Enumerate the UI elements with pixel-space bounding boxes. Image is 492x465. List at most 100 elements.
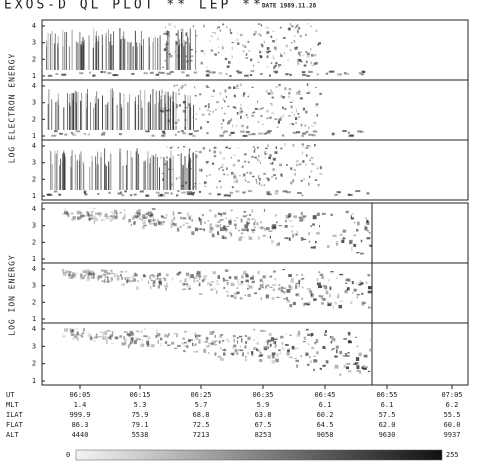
spectrogram-pixel — [292, 233, 295, 237]
spectrogram-pixel — [286, 191, 291, 194]
spectrogram-pixel — [164, 26, 166, 28]
spectrogram-pixel — [164, 163, 167, 166]
spectrogram-pixel — [253, 328, 255, 331]
spectrogram-pixel — [297, 113, 300, 115]
spectrogram-pixel — [232, 106, 236, 108]
spectrogram-pixel — [139, 89, 141, 130]
spectrogram-pixel — [356, 282, 358, 284]
spectrogram-pixel — [184, 106, 188, 109]
spectrogram-pixel — [225, 146, 228, 148]
spectrogram-pixel — [288, 274, 292, 277]
spectrogram-pixel — [230, 232, 233, 237]
spectrogram-pixel — [319, 225, 321, 228]
spectrogram-pixel — [219, 219, 224, 221]
spectrogram-pixel — [150, 274, 154, 277]
spectrogram-pixel — [105, 163, 106, 190]
spectrogram-pixel — [272, 40, 275, 43]
spectrogram-pixel — [121, 276, 124, 280]
spectrogram-pixel — [346, 366, 349, 370]
spectrogram-pixel — [105, 272, 108, 275]
spectrogram-pixel — [115, 336, 119, 340]
spectrogram-pixel — [168, 34, 171, 37]
spectrogram-pixel — [332, 234, 337, 237]
spectrogram-pixel — [298, 89, 301, 92]
spectrogram-pixel — [316, 360, 318, 362]
spectrogram-pixel — [330, 213, 333, 216]
spectrogram-pixel — [228, 147, 232, 149]
spectrogram-pixel — [124, 337, 127, 342]
spectrogram-pixel — [165, 159, 167, 190]
spectrogram-pixel — [215, 109, 217, 111]
spectrogram-pixel — [171, 341, 175, 345]
spectrogram-pixel — [285, 214, 289, 219]
spectrogram-pixel — [83, 190, 87, 193]
spectrogram-pixel — [266, 144, 270, 147]
spectrogram-pixel — [137, 95, 139, 130]
spectrogram-pixel — [121, 107, 123, 130]
spectrogram-pixel — [244, 358, 248, 362]
spectrogram-pixel — [179, 212, 182, 215]
spectrogram-pixel — [103, 336, 107, 340]
spectrogram-pixel — [147, 151, 149, 190]
spectrogram-pixel — [272, 288, 275, 292]
spectrogram-pixel — [278, 85, 281, 87]
spectrogram-pixel — [132, 46, 134, 70]
spectrogram-pixel — [302, 151, 304, 155]
spectrogram-pixel — [152, 280, 156, 284]
table-cell: 1.4 — [74, 401, 87, 409]
spectrogram-pixel — [297, 58, 300, 61]
spectrogram-pixel — [79, 273, 82, 278]
spectrogram-pixel — [183, 350, 186, 353]
spectrogram-pixel — [194, 182, 197, 185]
spectrogram-pixel — [299, 97, 303, 100]
spectrogram-pixel — [197, 275, 201, 277]
spectrogram-pixel — [212, 31, 214, 33]
spectrogram-pixel — [235, 190, 240, 193]
spectrogram-pixel — [273, 338, 278, 341]
spectrogram-pixel — [220, 357, 224, 361]
spectrogram-pixel — [241, 165, 244, 168]
spectrogram-pixel — [78, 334, 83, 337]
spectrogram-pixel — [228, 61, 231, 64]
spectrogram-pixel — [246, 229, 249, 232]
spectrogram-pixel — [314, 341, 317, 345]
spectrogram-pixel — [155, 90, 157, 130]
spectrogram-pixel — [170, 95, 172, 130]
spectrogram-pixel — [150, 279, 153, 281]
spectrogram-pixel — [83, 133, 87, 136]
spectrogram-pixel — [297, 116, 301, 118]
spectrogram-pixel — [156, 274, 159, 277]
colorbar — [75, 449, 443, 461]
spectrogram-pixel — [242, 134, 248, 137]
spectrogram-pixel — [259, 108, 262, 110]
spectrogram-pixel — [239, 345, 241, 348]
spectrogram-pixel — [263, 172, 266, 175]
spectrogram-pixel — [265, 294, 269, 299]
spectrogram-pixel — [235, 125, 238, 127]
spectrogram-pixel — [295, 274, 298, 276]
spectrogram-pixel — [223, 173, 225, 176]
spectrogram-pixel — [175, 126, 178, 130]
spectrogram-pixel — [205, 85, 209, 88]
spectrogram-pixel — [140, 343, 145, 347]
spectrogram-pixel — [237, 87, 240, 90]
spectrogram-pixel — [251, 133, 256, 136]
spectrogram-pixel — [219, 224, 222, 227]
spectrogram-pixel — [189, 147, 191, 151]
spectrogram-pixel — [98, 275, 103, 278]
spectrogram-pixel — [164, 60, 166, 62]
spectrogram-pixel — [107, 337, 110, 340]
spectrogram-pixel — [156, 333, 161, 337]
spectrogram-pixel — [168, 56, 172, 58]
spectrogram-pixel — [105, 216, 110, 220]
spectrogram-pixel — [194, 94, 197, 97]
spectrogram-pixel — [210, 35, 213, 37]
spectrogram-pixel — [357, 130, 362, 133]
spectrogram-pixel — [155, 73, 160, 76]
spectrogram-pixel — [311, 246, 313, 249]
y-tick-label: 2 — [32, 298, 36, 306]
spectrogram-pixel — [342, 355, 346, 357]
spectrogram-pixel — [195, 35, 198, 37]
spectrogram-pixel — [184, 345, 189, 347]
spectrogram-pixel — [261, 330, 266, 332]
